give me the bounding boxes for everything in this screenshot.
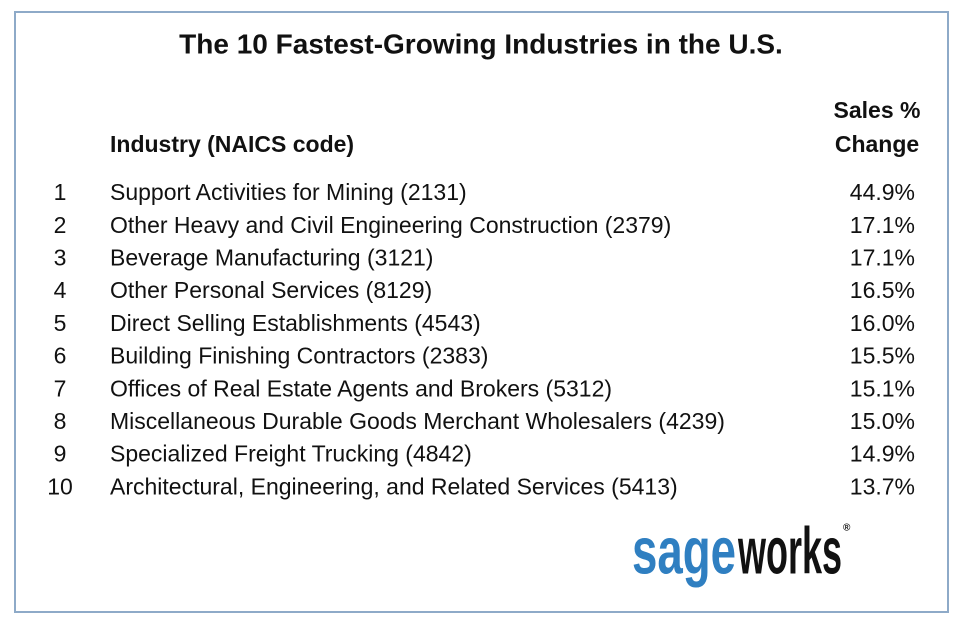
industry: Specialized Freight Trucking (4842) [110, 441, 472, 467]
logo-part: works [737, 513, 842, 587]
sales-change: 15.5% [850, 343, 915, 369]
rank: 5 [54, 310, 67, 336]
industry: Other Heavy and Civil Engineering Constr… [110, 212, 671, 238]
logo-part: sage [632, 513, 736, 587]
logo: sage works ® [632, 513, 851, 587]
rank: 9 [54, 441, 67, 467]
industry-header: Industry (NAICS code) [110, 131, 354, 157]
industry: Architectural, Engineering, and Related … [110, 473, 678, 499]
industry: Offices of Real Estate Agents and Broker… [110, 375, 612, 401]
sales-change: 17.1% [850, 244, 915, 270]
frame [14, 11, 949, 613]
rank: 8 [54, 408, 67, 434]
sales-change: 15.0% [850, 408, 915, 434]
sales-change: 13.7% [850, 473, 915, 499]
industry: Direct Selling Establishments (4543) [110, 310, 481, 336]
sales-change: 16.0% [850, 310, 915, 336]
sales-change: 14.9% [850, 441, 915, 467]
change-header: Change [835, 131, 919, 157]
rank: 4 [54, 277, 67, 303]
industry: Miscellaneous Durable Goods Merchant Who… [110, 408, 725, 434]
sales-change: 15.1% [850, 375, 915, 401]
industry: Other Personal Services (8129) [110, 277, 432, 303]
title: The 10 Fastest-Growing Industries in the… [179, 28, 783, 59]
industry: Building Finishing Contractors (2383) [110, 343, 488, 369]
industry: Beverage Manufacturing (3121) [110, 244, 433, 270]
rank: 1 [54, 179, 67, 205]
change-header: Sales % [834, 97, 921, 123]
logo-mark: ® [843, 523, 851, 534]
sales-change: 16.5% [850, 277, 915, 303]
rank: 10 [47, 473, 73, 499]
rank: 2 [54, 212, 67, 238]
industry: Support Activities for Mining (2131) [110, 179, 467, 205]
rank: 7 [54, 375, 67, 401]
rank: 3 [54, 244, 67, 270]
sales-change: 44.9% [850, 179, 915, 205]
rank: 6 [54, 343, 67, 369]
sales-change: 17.1% [850, 212, 915, 238]
table-body: 1 Support Activities for Mining (2131) 44.… [47, 179, 915, 499]
